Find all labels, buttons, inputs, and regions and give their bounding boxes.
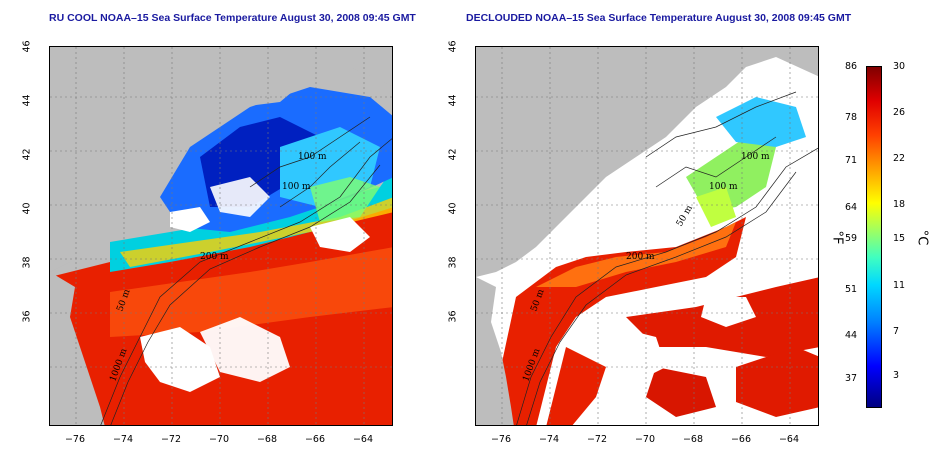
- colorbar-c-label: 26: [893, 107, 906, 118]
- left-contour-label: 200 m: [200, 252, 229, 262]
- left-lat-tick: 36: [21, 310, 33, 323]
- left-lat-tick: 42: [21, 148, 33, 161]
- left-lat-tick: 44: [21, 94, 33, 107]
- colorbar-f-label: 86: [845, 61, 858, 72]
- colorbar-f-label: 78: [845, 112, 858, 123]
- colorbar-c-label: 18: [893, 199, 906, 210]
- right-lat-tick: 46: [447, 40, 459, 53]
- right-lat-tick: 40: [447, 202, 459, 215]
- left-lon-tick: −64: [352, 434, 374, 445]
- unit-fahrenheit: °F: [829, 230, 845, 245]
- left-lon-tick: −66: [304, 434, 326, 445]
- right-lat-tick: 38: [447, 256, 459, 269]
- left-contour-label: 100 m: [298, 152, 327, 162]
- colorbar-c-label: 3: [893, 370, 900, 381]
- left-lat-tick: 40: [21, 202, 33, 215]
- colorbar-f-label: 44: [845, 330, 858, 341]
- right-contour-label: 100 m: [741, 152, 770, 162]
- colorbar-c-label: 7: [893, 326, 900, 337]
- right-sst-map: 100 m 100 m 50 m 200 m 50 m 1000 m: [475, 46, 819, 426]
- right-lon-tick: −68: [682, 434, 704, 445]
- right-contour-label: 200 m: [626, 252, 655, 262]
- colorbar-c-label: 15: [893, 233, 906, 244]
- right-lat-tick: 42: [447, 148, 459, 161]
- left-lon-tick: −74: [112, 434, 134, 445]
- colorbar-f-label: 64: [845, 202, 858, 213]
- left-contour-label: 100 m: [282, 182, 311, 192]
- colorbar-f-label: 59: [845, 233, 858, 244]
- right-lon-tick: −74: [538, 434, 560, 445]
- colorbar-f-label: 71: [845, 155, 858, 166]
- right-lon-tick: −66: [730, 434, 752, 445]
- left-lon-tick: −72: [160, 434, 182, 445]
- colorbar-f-label: 51: [845, 284, 858, 295]
- left-lon-tick: −76: [64, 434, 86, 445]
- right-lat-tick: 36: [447, 310, 459, 323]
- left-map-graphic: 100 m 100 m 200 m 50 m 1000 m: [50, 47, 392, 425]
- right-map-graphic: 100 m 100 m 50 m 200 m 50 m 1000 m: [476, 47, 818, 425]
- right-lon-tick: −76: [490, 434, 512, 445]
- right-lon-tick: −70: [634, 434, 656, 445]
- left-lat-tick: 46: [21, 40, 33, 53]
- unit-celsius: °C: [914, 229, 930, 246]
- left-map-title: RU COOL NOAA–15 Sea Surface Temperature …: [49, 12, 416, 24]
- right-map-title: DECLOUDED NOAA–15 Sea Surface Temperatur…: [466, 12, 852, 24]
- colorbar-f-label: 37: [845, 373, 858, 384]
- colorbar-c-label: 30: [893, 61, 906, 72]
- colorbar-c-label: 22: [893, 153, 906, 164]
- left-lon-tick: −70: [208, 434, 230, 445]
- temperature-colorbar: [866, 66, 882, 408]
- left-lon-tick: −68: [256, 434, 278, 445]
- right-contour-label: 100 m: [709, 182, 738, 192]
- right-lat-tick: 44: [447, 94, 459, 107]
- colorbar-c-label: 11: [893, 280, 906, 291]
- right-lon-tick: −64: [778, 434, 800, 445]
- left-lat-tick: 38: [21, 256, 33, 269]
- right-lon-tick: −72: [586, 434, 608, 445]
- left-sst-map: 100 m 100 m 200 m 50 m 1000 m: [49, 46, 393, 426]
